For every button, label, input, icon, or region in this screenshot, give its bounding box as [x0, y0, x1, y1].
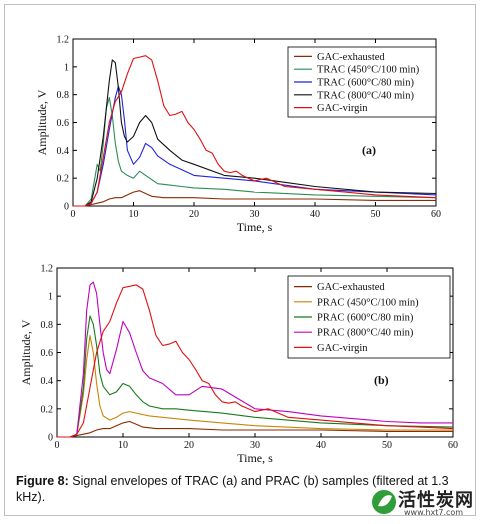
x-axis-label: Time, s — [237, 220, 273, 234]
chart-panel-b: 0 10 20 30 40 50 60 0 0.2 0.4 0.6 0.8 1 1.2 Time, s Amp… — [19, 264, 458, 466]
series-line — [73, 85, 437, 207]
x-tick-label: 50 — [371, 209, 381, 220]
y-tick-label: 1.2 — [41, 264, 54, 275]
legend-label: PRAC (800°C/40 min) — [317, 328, 414, 339]
x-tick-label: 50 — [382, 440, 392, 451]
y-tick-label: 0 — [48, 433, 53, 444]
caption-text: Signal envelopes of TRAC (a) and PRAC (b… — [16, 474, 449, 504]
x-axis-label: Time, s — [237, 451, 273, 465]
legend-label: PRAC (450°C/100 min) — [317, 297, 419, 308]
y-tick-label: 0.8 — [41, 320, 54, 331]
x-tick-label: 60 — [431, 209, 441, 220]
series-line — [57, 335, 453, 438]
panel-label: (a) — [362, 143, 376, 157]
x-tick-label: 20 — [184, 440, 194, 451]
x-tick-label: 40 — [310, 209, 320, 220]
x-tick-label: 0 — [71, 209, 76, 220]
legend-label: GAC-exhausted — [317, 52, 385, 63]
y-tick-label: 0.2 — [57, 174, 70, 185]
x-tick-label: 10 — [129, 209, 139, 220]
legend: GAC-exhausted TRAC (450°C/100 min) TRAC (6… — [287, 46, 437, 118]
x-tick-label: 20 — [189, 209, 199, 220]
y-tick-label: 0.6 — [41, 348, 54, 359]
legend-box — [287, 46, 437, 118]
y-tick-label: 1.2 — [57, 35, 70, 46]
legend-box — [287, 275, 451, 359]
y-tick-label: 1 — [64, 62, 69, 73]
watermark-title: 活性炭网 — [398, 490, 474, 511]
y-tick-label: 0.6 — [57, 118, 70, 129]
caption-label: Figure 8: — [16, 474, 69, 488]
series-line — [73, 96, 437, 207]
series-line — [57, 281, 453, 438]
y-tick-label: 1 — [48, 292, 53, 303]
legend-label: TRAC (800°C/40 min) — [317, 90, 414, 101]
y-tick-label: 0.2 — [41, 404, 54, 415]
series-line — [73, 190, 436, 207]
figure-caption: Figure 8: Signal envelopes of TRAC (a) a… — [16, 473, 471, 505]
x-tick-label: 40 — [316, 440, 326, 451]
series-line — [73, 55, 437, 207]
y-axis-label: Amplitude, V — [19, 319, 33, 385]
x-tick-label: 60 — [448, 440, 458, 451]
x-tick-label: 10 — [118, 440, 128, 451]
x-tick-label: 30 — [250, 440, 260, 451]
chart-panel-a: 0 10 20 30 40 50 60 0 0.2 0.4 0.6 0.8 1 1.2 Time, s Amp… — [35, 35, 441, 235]
x-tick-label: 0 — [55, 440, 60, 451]
y-tick-label: 0.4 — [57, 146, 70, 157]
series-line — [73, 59, 437, 207]
legend-label: TRAC (450°C/100 min) — [317, 65, 420, 76]
legend-label: PRAC (600°C/80 min) — [317, 313, 414, 324]
legend-label: GAC-exhausted — [317, 282, 385, 293]
y-tick-label: 0.4 — [41, 376, 54, 387]
legend: GAC-exhausted PRAC (450°C/100 min) PRAC (6… — [287, 275, 451, 359]
leaf-logo-icon — [372, 490, 396, 514]
panel-label: (b) — [374, 373, 389, 387]
watermark-url: www.hxt7.com — [404, 508, 464, 517]
y-axis-label: Amplitude, V — [35, 89, 49, 155]
x-tick-label: 30 — [250, 209, 260, 220]
y-tick-label: 0 — [64, 202, 69, 213]
legend-label: GAC-virgin — [317, 343, 368, 354]
series-line — [57, 420, 453, 438]
series-line — [57, 284, 454, 438]
legend-label: GAC-virgin — [317, 103, 368, 114]
y-tick-label: 0.8 — [57, 90, 70, 101]
watermark: 活性炭网 www.hxt7.com — [364, 486, 474, 520]
legend-label: TRAC (600°C/80 min) — [317, 78, 414, 89]
series-line — [57, 315, 454, 438]
